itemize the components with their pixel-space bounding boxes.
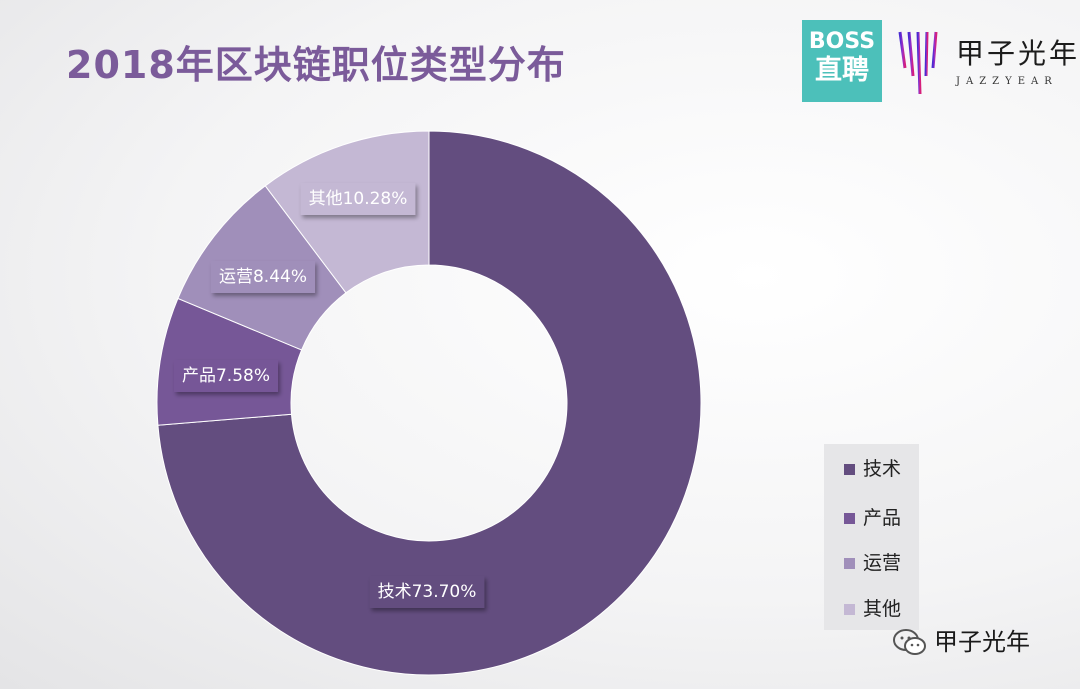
jazzyear-logo-en: JAZZYEAR <box>956 76 1058 87</box>
data-label-box-3 <box>300 183 416 215</box>
legend-swatch-0 <box>844 464 855 475</box>
legend-swatch-1 <box>844 513 855 524</box>
legend-item-0: 技术 <box>844 454 901 481</box>
boss-logo-line2: 直聘 <box>815 55 869 87</box>
legend-label-0: 技术 <box>863 458 902 480</box>
wechat-watermark: 甲子光年 <box>892 622 1030 658</box>
slice-0 <box>157 130 702 676</box>
legend-label-3: 其他 <box>863 598 902 620</box>
boss-logo-line1: BOSS <box>808 29 876 54</box>
wechat-icon <box>893 629 926 655</box>
jazzyear-logo-cn: 甲子光年 <box>956 37 1080 70</box>
data-label-box-0 <box>369 576 485 608</box>
legend-item-1: 产品 <box>844 503 901 530</box>
page-title: 2018年区块链职位类型分布 <box>66 43 566 87</box>
chart-legend: 技术 产品 运营 其他 <box>824 444 919 630</box>
data-label-box-1 <box>173 360 279 392</box>
legend-label-1: 产品 <box>863 507 902 529</box>
jazzyear-logo: 甲子光年 JAZZYEAR <box>956 32 1080 87</box>
legend-item-2: 运营 <box>844 548 901 575</box>
legend-swatch-3 <box>844 604 855 615</box>
legend-swatch-2 <box>844 558 855 569</box>
data-label-1: 产品7.58% <box>182 366 270 386</box>
data-label-3: 其他10.28% <box>309 189 408 209</box>
data-label-0: 技术73.70% <box>378 582 477 602</box>
data-label-2: 运营8.44% <box>219 267 307 287</box>
legend-label-2: 运营 <box>863 552 902 574</box>
data-label-box-2 <box>210 261 316 293</box>
wechat-watermark-text: 甲子光年 <box>934 628 1030 656</box>
jazzyear-mark-icon <box>898 31 938 95</box>
boss-logo: BOSS 直聘 <box>802 20 882 102</box>
legend-item-3: 其他 <box>844 594 901 621</box>
